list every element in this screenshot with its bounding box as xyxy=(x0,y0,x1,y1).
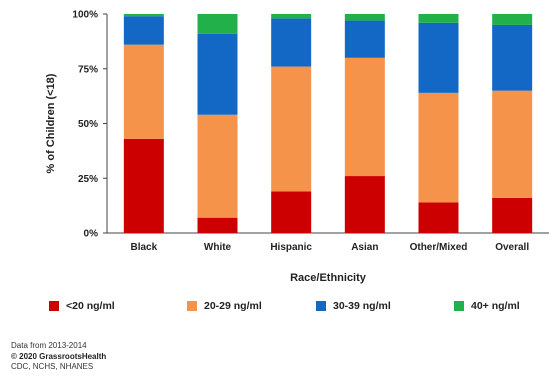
legend-item: 40+ ng/ml xyxy=(454,300,520,312)
x-category-label: Other/Mixed xyxy=(410,242,468,253)
bar-segment xyxy=(344,20,385,58)
bar-segment xyxy=(344,176,385,233)
bar-segment xyxy=(123,16,164,45)
bar-segment xyxy=(418,92,459,203)
legend-label: 20-29 ng/ml xyxy=(204,300,262,312)
bar-segment xyxy=(271,66,312,192)
bar-segment xyxy=(123,44,164,139)
legend-label: 40+ ng/ml xyxy=(471,300,520,312)
bar-segment xyxy=(271,18,312,67)
legend-swatch xyxy=(187,301,197,311)
bar-segment xyxy=(492,197,533,233)
bar-segment xyxy=(271,14,312,19)
y-axis-title: % of Children (<18) xyxy=(45,73,57,173)
legend-swatch xyxy=(454,301,464,311)
bar-segment xyxy=(123,138,164,233)
bar-segment xyxy=(492,14,533,25)
bar-segment xyxy=(344,14,385,21)
bar-segment xyxy=(197,217,238,233)
x-axis-title: Race/Ethnicity xyxy=(290,272,367,284)
footer-data-years: Data from 2013-2014 xyxy=(11,341,87,350)
y-tick-label: 25% xyxy=(78,174,98,185)
bar-segment xyxy=(344,57,385,177)
x-category-label: White xyxy=(204,242,232,253)
bar-segment xyxy=(197,33,238,115)
bar-segment xyxy=(418,14,459,23)
footer-copyright: © 2020 GrassrootsHealth xyxy=(11,351,107,361)
y-tick-label: 50% xyxy=(78,119,98,130)
y-tick-label: 0% xyxy=(84,229,99,240)
x-category-label: Hispanic xyxy=(270,242,312,253)
legend-item: 30-39 ng/ml xyxy=(316,300,391,312)
source-footer: Data from 2013-2014 © 2020 GrassrootsHea… xyxy=(11,341,106,373)
legend-swatch xyxy=(316,301,326,311)
x-category-label: Overall xyxy=(495,242,529,253)
bar-segment xyxy=(418,202,459,233)
bar-segment xyxy=(197,14,238,34)
x-category-label: Asian xyxy=(351,242,378,253)
footer-sources: CDC, NCHS, NHANES xyxy=(11,362,94,371)
bar-segment xyxy=(492,90,533,198)
y-tick-label: 100% xyxy=(72,10,98,21)
bar-segment xyxy=(197,114,238,218)
legend-label: <20 ng/ml xyxy=(66,300,115,312)
bar-segment xyxy=(418,22,459,93)
legend-item: <20 ng/ml xyxy=(49,300,115,312)
legend-label: 30-39 ng/ml xyxy=(333,300,391,312)
x-category-label: Black xyxy=(130,242,157,253)
stacked-bar-chart: 0% 25% 50% 75% 100% Black White Hispanic Asian O… xyxy=(45,10,549,284)
bar-segment xyxy=(492,24,533,91)
chart-legend: <20 ng/ml 20-29 ng/ml 30-39 ng/ml 40+ ng/ml xyxy=(0,300,551,322)
y-tick-label: 75% xyxy=(78,64,98,75)
bar-segment xyxy=(123,14,164,17)
legend-swatch xyxy=(49,301,59,311)
bar-segment xyxy=(271,191,312,233)
legend-item: 20-29 ng/ml xyxy=(187,300,262,312)
